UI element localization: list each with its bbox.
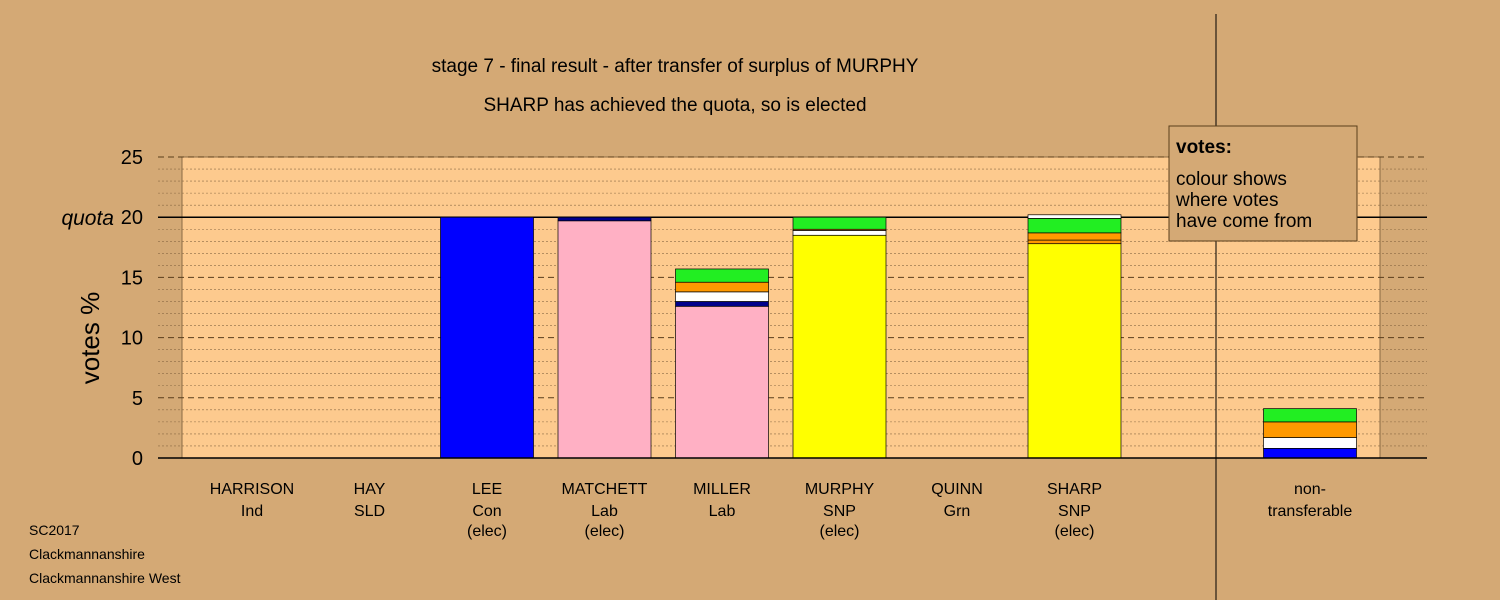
- bar-segment-miller: [675, 281, 769, 293]
- bar-segment-matchett: [557, 220, 652, 459]
- y-tick-label: 15: [121, 267, 143, 289]
- quota-label: quota: [61, 207, 114, 230]
- footer-election: SC2017: [29, 522, 80, 538]
- bar-segment-nontransferable: [1263, 448, 1357, 459]
- bar-segment-sharp: [1027, 239, 1122, 245]
- bar-segment-murphy: [792, 230, 887, 236]
- bar-segment-sharp: [1027, 243, 1122, 459]
- candidate-name: HAY: [354, 481, 386, 498]
- chart-subtitle: SHARP has achieved the quota, so is elec…: [483, 95, 866, 116]
- legend-box: [1168, 125, 1358, 242]
- legend-text: have come from: [1176, 211, 1312, 232]
- candidate-party: Lab: [709, 503, 736, 520]
- candidate-party: SNP: [1058, 503, 1091, 520]
- candidate-status: (elec): [584, 523, 624, 540]
- bar-segment-miller: [675, 268, 769, 283]
- bar-segment-murphy: [792, 216, 887, 230]
- nontransferable-label: transferable: [1268, 503, 1353, 520]
- bar-segment-sharp: [1027, 214, 1122, 219]
- chart-title: stage 7 - final result - after transfer …: [432, 56, 919, 77]
- candidate-name: HARRISON: [210, 481, 294, 498]
- bar-segment-miller: [675, 305, 769, 459]
- bar-segment-sharp: [1027, 218, 1122, 234]
- candidate-name: QUINN: [931, 481, 983, 498]
- candidate-party: Con: [472, 503, 501, 520]
- y-axis-label: votes %: [75, 292, 105, 385]
- candidate-name: MURPHY: [805, 481, 875, 498]
- candidate-name: LEE: [472, 481, 502, 498]
- candidate-status: (elec): [467, 523, 507, 540]
- candidate-party: Ind: [241, 503, 263, 520]
- candidate-party: Lab: [591, 503, 618, 520]
- bar-segment-matchett: [557, 216, 652, 222]
- footer-council: Clackmannanshire: [29, 546, 145, 562]
- bar-segment-sharp: [1027, 232, 1122, 241]
- candidate-status: (elec): [819, 523, 859, 540]
- y-tick-label: 20: [121, 207, 143, 229]
- y-tick-label: 25: [121, 147, 143, 169]
- candidate-name: MATCHETT: [562, 481, 648, 498]
- footer-ward: Clackmannanshire West: [29, 570, 181, 586]
- bar-segment-murphy: [792, 234, 887, 459]
- y-tick-label: 10: [121, 328, 143, 350]
- legend-text: where votes: [1175, 190, 1278, 211]
- candidate-name: SHARP: [1047, 481, 1102, 498]
- bar-segment-nontransferable: [1263, 421, 1357, 438]
- bar-segment-miller: [675, 291, 769, 302]
- nontransferable-label: non-: [1294, 481, 1326, 498]
- bar-segment-miller: [675, 301, 769, 307]
- bar-segment-nontransferable: [1263, 437, 1357, 449]
- legend-title: votes:: [1176, 137, 1232, 158]
- y-tick-label: 0: [132, 448, 143, 470]
- bar-segment-nontransferable: [1263, 408, 1357, 423]
- candidate-party: SLD: [354, 503, 385, 520]
- candidate-party: SNP: [823, 503, 856, 520]
- y-tick-label: 5: [132, 388, 143, 410]
- candidate-name: MILLER: [693, 481, 751, 498]
- legend-text: colour shows: [1176, 169, 1287, 190]
- candidate-party: Grn: [944, 503, 971, 520]
- candidate-status: (elec): [1054, 523, 1094, 540]
- bar-segment-lee: [440, 216, 534, 459]
